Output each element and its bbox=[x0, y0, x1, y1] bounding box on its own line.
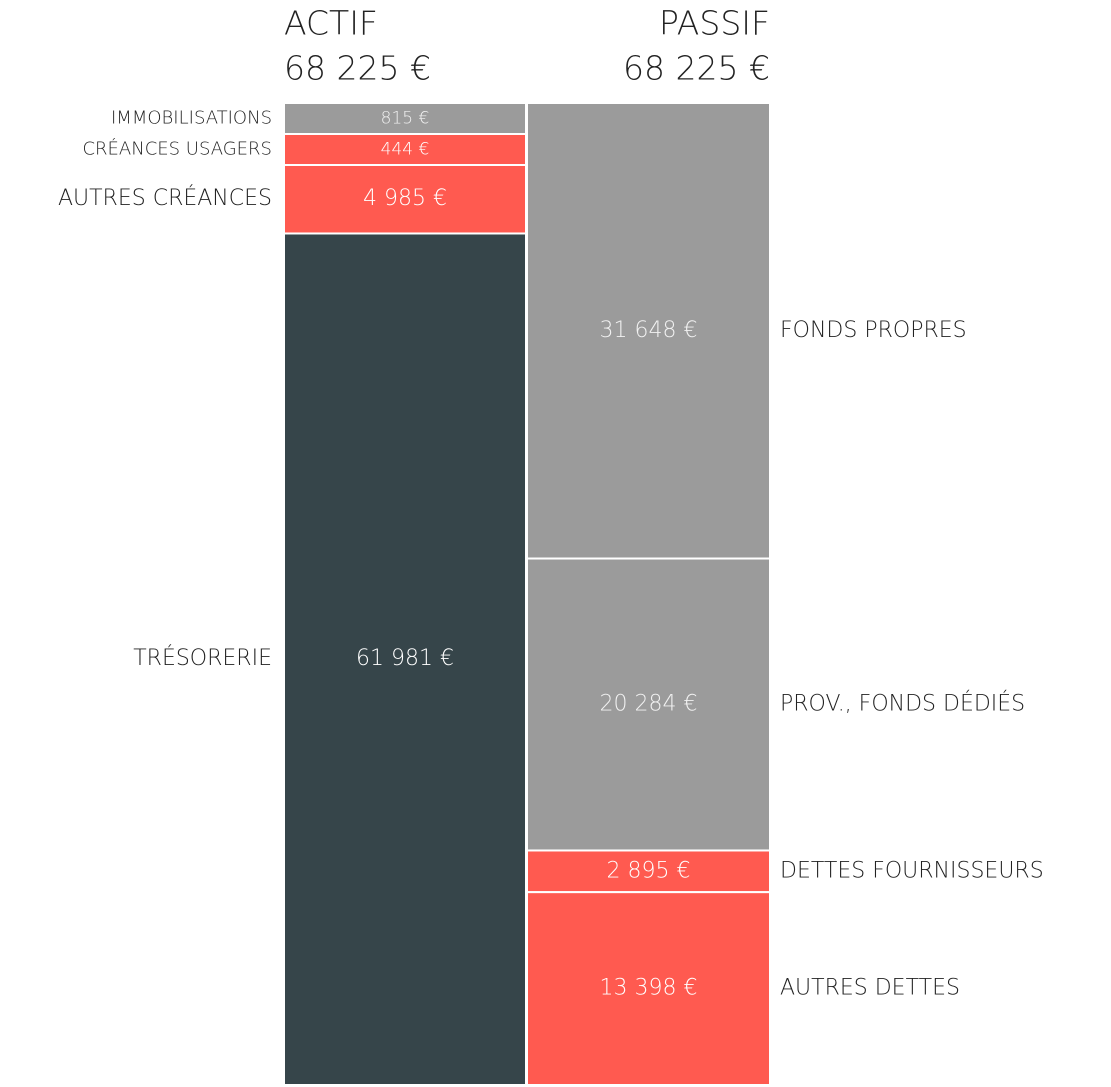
value-label: 31 648 € bbox=[600, 318, 698, 343]
value-label: 815 € bbox=[381, 109, 430, 129]
value-label: 13 398 € bbox=[600, 976, 698, 1001]
category-label: AUTRES CRÉANCES bbox=[58, 185, 272, 211]
category-label: AUTRES DETTES bbox=[780, 976, 960, 1001]
column-total: 68 225 € bbox=[284, 49, 431, 88]
category-label: FONDS PROPRES bbox=[780, 318, 967, 343]
category-label: CRÉANCES USAGERS bbox=[82, 138, 272, 160]
segment bbox=[283, 102, 527, 135]
segment bbox=[526, 102, 771, 560]
segment bbox=[526, 891, 771, 1086]
segment bbox=[283, 164, 527, 235]
category-label: IMMOBILISATIONS bbox=[111, 108, 272, 129]
column-total: 68 225 € bbox=[623, 49, 770, 88]
value-label: 20 284 € bbox=[600, 692, 698, 717]
segment bbox=[526, 557, 771, 852]
value-label: 444 € bbox=[381, 140, 430, 160]
category-label: DETTES FOURNISSEURS bbox=[780, 858, 1044, 883]
column-title: PASSIF bbox=[659, 4, 770, 43]
category-label: TRÉSORERIE bbox=[133, 645, 272, 671]
segment bbox=[283, 232, 527, 1087]
column-title: ACTIF bbox=[284, 4, 378, 43]
value-label: 61 981 € bbox=[356, 646, 454, 671]
value-label: 4 985 € bbox=[363, 186, 447, 211]
value-label: 2 895 € bbox=[607, 858, 691, 883]
category-label: PROV., FONDS DÉDIÉS bbox=[780, 691, 1025, 717]
